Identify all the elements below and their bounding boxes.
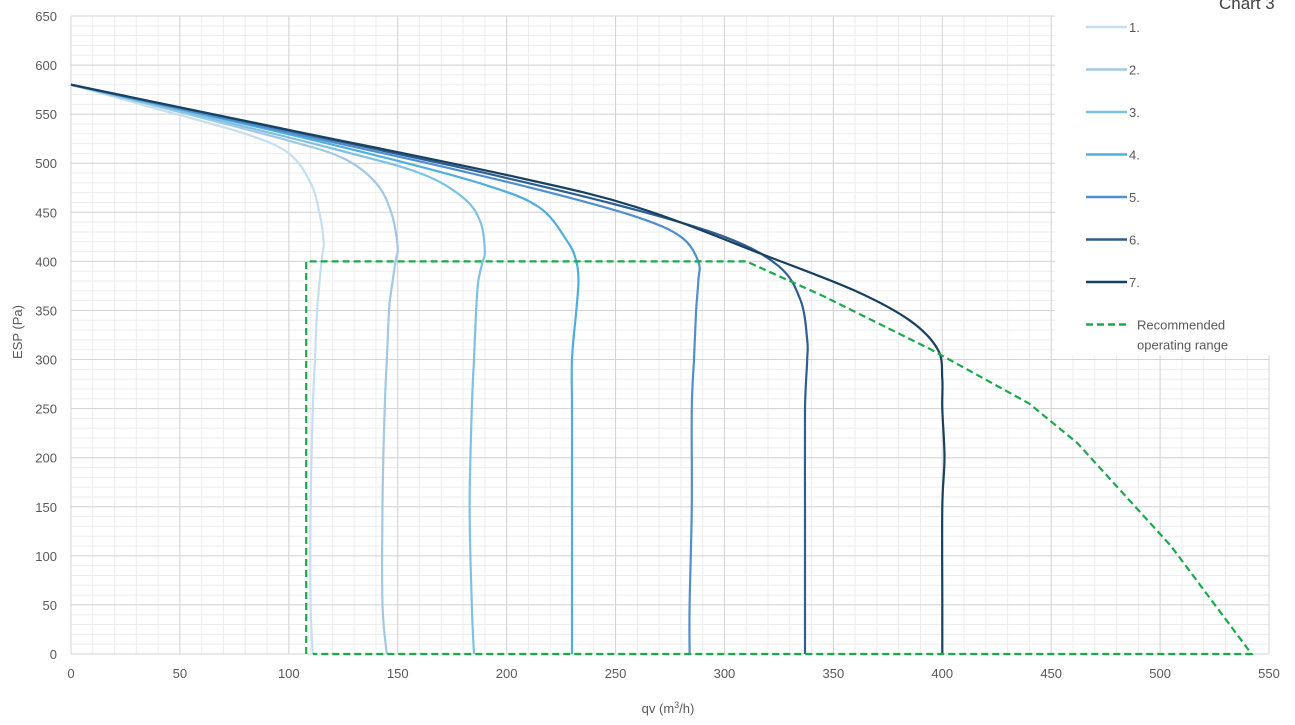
recommended-range-line <box>305 260 1254 656</box>
x-tick-label: 150 <box>387 666 409 681</box>
legend-label-7: 7. <box>1129 275 1140 290</box>
y-tick-label: 300 <box>35 353 57 368</box>
y-tick-label: 250 <box>35 402 57 417</box>
y-tick-label: 650 <box>35 9 57 24</box>
x-tick-label: 250 <box>605 666 627 681</box>
y-tick-label: 400 <box>35 254 57 269</box>
x-tick-label: 0 <box>67 666 74 681</box>
series-line-7 <box>70 83 946 654</box>
y-tick-label: 500 <box>35 156 57 171</box>
y-tick-label: 50 <box>43 598 57 613</box>
legend-label-recommended-1: Recommended <box>1137 318 1225 333</box>
x-tick-label: 450 <box>1040 666 1062 681</box>
series-layer <box>70 83 1254 656</box>
legend-label-3: 3. <box>1129 105 1140 120</box>
x-tick-label: 200 <box>496 666 518 681</box>
x-axis-title-end: /h) <box>679 701 694 716</box>
y-tick-label: 350 <box>35 303 57 318</box>
series-line-6 <box>70 83 809 654</box>
legend-label-4: 4. <box>1129 148 1140 163</box>
y-tick-label: 200 <box>35 451 57 466</box>
x-tick-label: 550 <box>1258 666 1280 681</box>
legend-background <box>1055 10 1275 355</box>
y-tick-label: 100 <box>35 549 57 564</box>
x-tick-label: 350 <box>823 666 845 681</box>
y-tick-label: 600 <box>35 58 57 73</box>
y-axis-title: ESP (Pa) <box>10 305 25 359</box>
legend-label-5: 5. <box>1129 190 1140 205</box>
legend-label-2: 2. <box>1129 63 1140 78</box>
x-axis-title-sup: 3 <box>674 700 679 710</box>
y-tick-label: 150 <box>35 500 57 515</box>
x-tick-label: 400 <box>931 666 953 681</box>
x-tick-label: 500 <box>1149 666 1171 681</box>
x-axis-ticks: 0 50 100 150 200 250 300 350 400 450 500 550 <box>67 666 1279 681</box>
series-line-1 <box>70 83 325 655</box>
corner-title: Chart 3 <box>1219 0 1275 13</box>
y-tick-label: 450 <box>35 205 57 220</box>
legend: 1. 2. 3. 4. 5. 6. 7. Recommended operating range <box>1086 20 1228 353</box>
y-tick-label: 0 <box>50 647 57 662</box>
series-line-2 <box>70 83 399 655</box>
x-tick-label: 100 <box>278 666 300 681</box>
y-tick-label: 550 <box>35 107 57 122</box>
series-line-5 <box>70 83 701 655</box>
series-line-3 <box>70 83 487 655</box>
legend-label-1: 1. <box>1129 20 1140 35</box>
x-tick-label: 50 <box>173 666 187 681</box>
x-axis-title-main: qv (m <box>642 701 675 716</box>
x-tick-label: 300 <box>714 666 736 681</box>
legend-label-6: 6. <box>1129 233 1140 248</box>
legend-label-recommended-2: operating range <box>1137 338 1228 353</box>
y-axis-ticks: 0 50 100 150 200 250 300 350 400 450 500 550 600 650 <box>35 9 57 662</box>
x-axis-title: qv (m3/h) <box>642 700 695 716</box>
